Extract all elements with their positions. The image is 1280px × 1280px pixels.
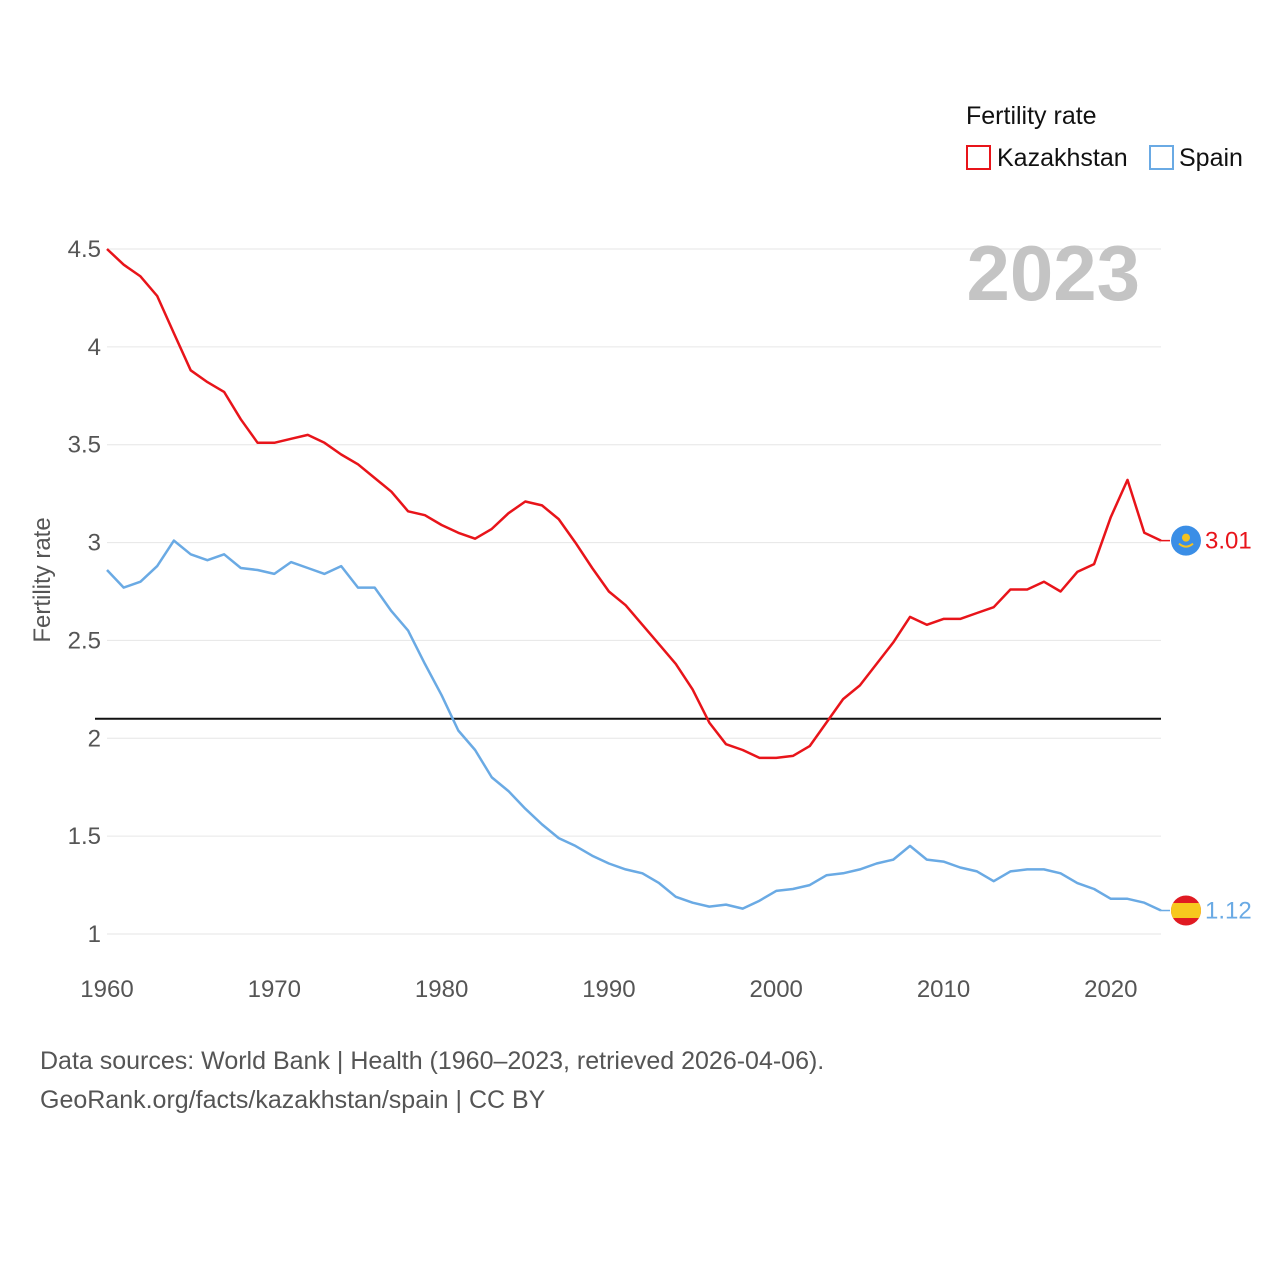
legend-label-spain: Spain [1179,144,1243,172]
y-tick-label: 2.5 [68,627,101,654]
source-footer: Data sources: World Bank | Health (1960–… [40,1042,824,1120]
attribution-line: GeoRank.org/facts/kazakhstan/spain | CC … [40,1086,546,1114]
x-tick-label: 1970 [248,976,301,1003]
x-tick-label: 2010 [917,976,970,1003]
end-value-label-kazakhstan: 3.01 [1205,528,1252,555]
x-tick-label: 2000 [750,976,803,1003]
legend-swatch-spain [1149,145,1174,170]
x-tick-label: 1990 [582,976,635,1003]
legend: Fertility rate Kazakhstan Spain [966,102,1243,172]
x-tick-label: 1980 [415,976,468,1003]
legend-label-kazakhstan: Kazakhstan [997,144,1128,172]
y-tick-label: 3.5 [68,432,101,459]
source-line: Data sources: World Bank | Health (1960–… [40,1047,825,1075]
series-line-kazakhstan [106,248,1162,760]
y-axis-label: Fertility rate [29,517,56,642]
x-tick-label: 1960 [80,976,133,1003]
y-tick-label: 1.5 [68,823,101,850]
x-axis-ticks: 1960 1970 1980 1990 2000 2010 2020 [80,976,1137,1003]
legend-title: Fertility rate [966,102,1097,130]
spain-flag-icon [1171,895,1201,926]
end-markers: 3.01 1.12 [1161,525,1252,926]
series-lines [106,248,1162,912]
y-tick-label: 1 [88,921,101,948]
y-axis-ticks: 1 1.5 2 2.5 3 3.5 4 4.5 [68,236,101,948]
legend-swatch-kazakhstan [966,145,991,170]
y-tick-label: 4.5 [68,236,101,263]
y-tick-label: 4 [88,334,101,361]
x-tick-label: 2020 [1084,976,1137,1003]
kazakhstan-flag-icon [1171,525,1201,556]
y-tick-label: 3 [88,530,101,557]
y-tick-label: 2 [88,725,101,752]
series-line-spain [106,539,1162,912]
current-year-label: 2023 [966,229,1140,317]
end-value-label-spain: 1.12 [1205,898,1252,925]
gridlines [107,248,1161,935]
